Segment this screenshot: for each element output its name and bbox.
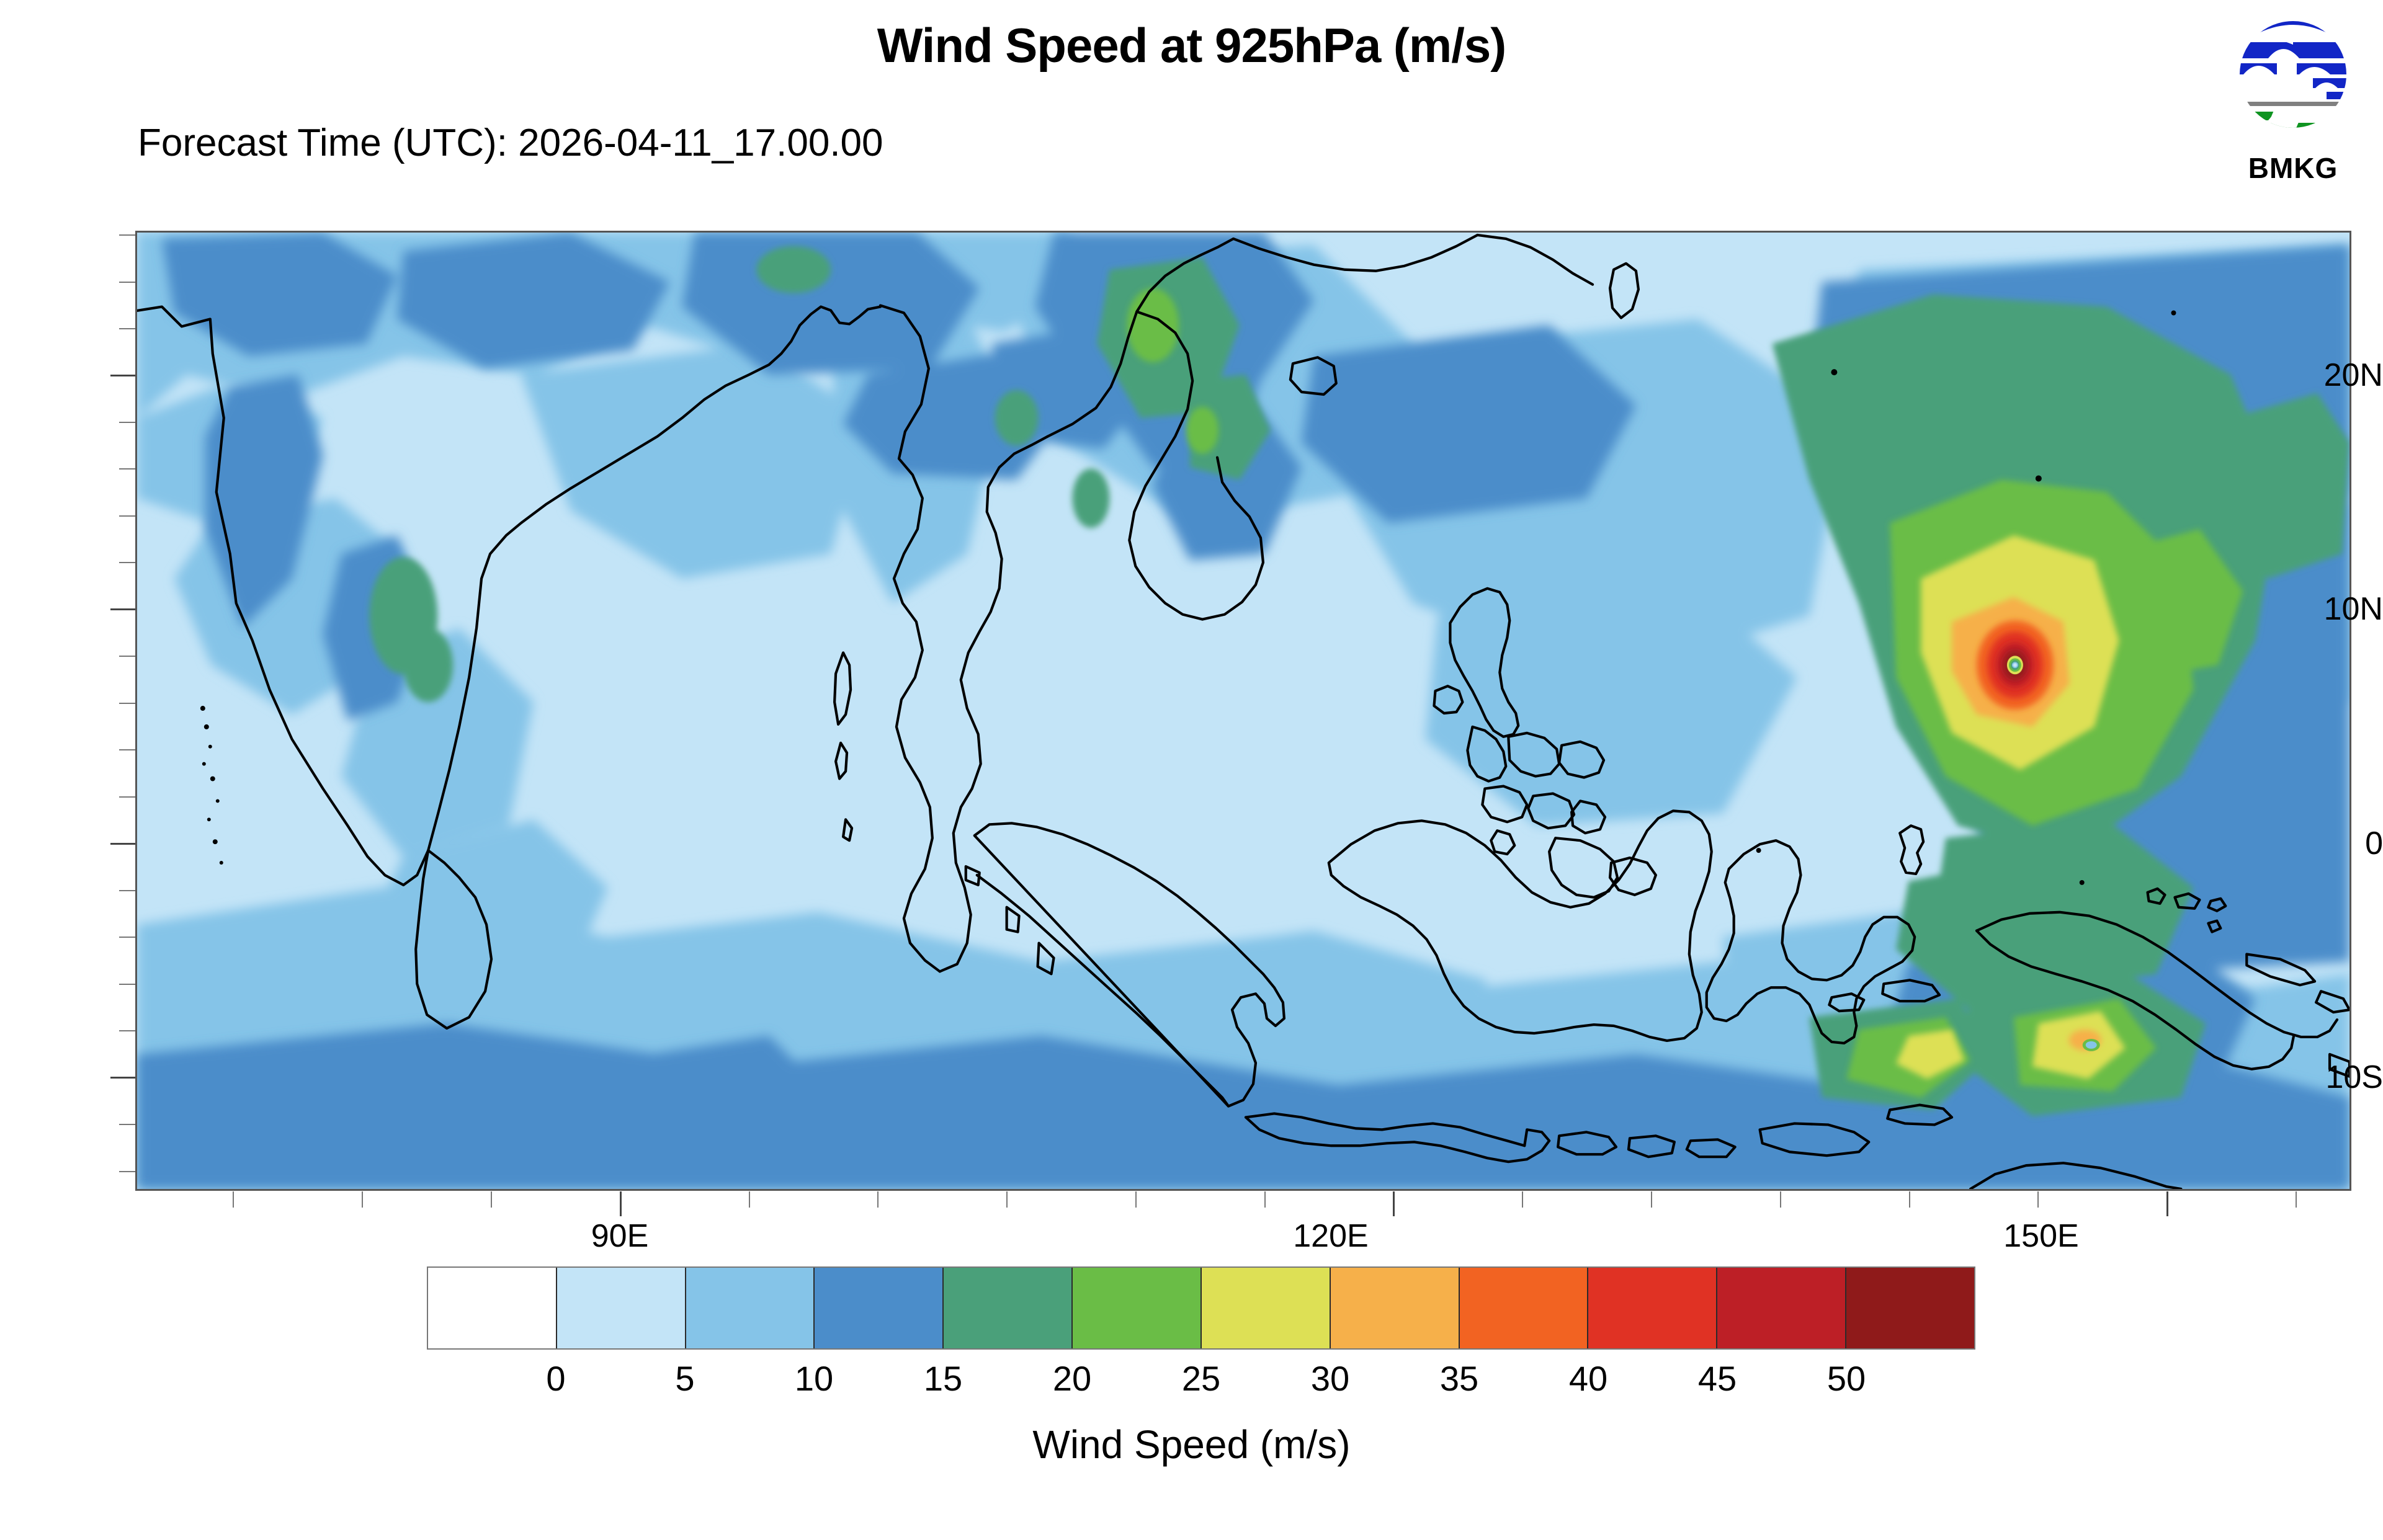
bmkg-logo-mark bbox=[2240, 21, 2346, 128]
xtick-minor bbox=[1006, 1191, 1008, 1208]
ytick-minor bbox=[119, 749, 135, 750]
ytick-mark-0 bbox=[110, 843, 135, 845]
coastlines bbox=[137, 233, 2349, 1189]
colorbar-tick-30: 30 bbox=[1310, 1359, 1350, 1398]
colorbar-tick-15: 15 bbox=[923, 1359, 963, 1398]
colorbar-tick-20: 20 bbox=[1052, 1359, 1092, 1398]
colorbar-tick-50: 50 bbox=[1826, 1359, 1866, 1398]
colorbar-tick-labels: 0 5 10 15 20 25 30 35 40 45 50 bbox=[427, 1358, 1975, 1402]
ytick-minor bbox=[119, 282, 135, 283]
colorbar-band-1 bbox=[557, 1268, 686, 1348]
wind-speed-map-panel bbox=[135, 231, 2351, 1191]
xtick-minor bbox=[2037, 1191, 2039, 1208]
ytick-minor bbox=[119, 937, 135, 938]
colorbar-band-11 bbox=[1846, 1268, 1974, 1348]
xtick-minor bbox=[491, 1191, 492, 1208]
colorbar-band-2 bbox=[686, 1268, 815, 1348]
xtick-minor bbox=[1264, 1191, 1266, 1208]
colorbar-tick-25: 25 bbox=[1181, 1359, 1221, 1398]
xtick-minor bbox=[1522, 1191, 1523, 1208]
colorbar-axis-label: Wind Speed (m/s) bbox=[1032, 1422, 1351, 1467]
xtick-mark-150E bbox=[2166, 1191, 2168, 1216]
colorbar-tick-40: 40 bbox=[1568, 1359, 1608, 1398]
colorbar-band-10 bbox=[1717, 1268, 1847, 1348]
ytick-minor bbox=[119, 1171, 135, 1172]
ytick-mark-10N bbox=[110, 608, 135, 610]
ytick-label-10S: 10S bbox=[2325, 1059, 2383, 1095]
xtick-mark-90E bbox=[620, 1191, 622, 1216]
ytick-minor bbox=[119, 656, 135, 657]
xtick-minor bbox=[1780, 1191, 1781, 1208]
colorbar-band-4 bbox=[944, 1268, 1073, 1348]
ytick-minor bbox=[119, 234, 135, 236]
bmkg-logo-text: BMKG bbox=[2248, 152, 2338, 184]
bmkg-logo: BMKG bbox=[2231, 5, 2355, 203]
cyclone-eye-secondary bbox=[2082, 1038, 2100, 1051]
page-title: Wind Speed at 925hPa (m/s) bbox=[877, 18, 1507, 73]
colorbar-band-5 bbox=[1073, 1268, 1202, 1348]
colorbar-tick-10: 10 bbox=[794, 1359, 834, 1398]
colorbar-band-7 bbox=[1330, 1268, 1460, 1348]
ytick-mark-20N bbox=[110, 375, 135, 376]
colorbar bbox=[427, 1266, 1975, 1350]
ytick-minor bbox=[119, 515, 135, 517]
xtick-minor bbox=[233, 1191, 234, 1208]
xtick-minor bbox=[1135, 1191, 1137, 1208]
cyclone-eye bbox=[2006, 656, 2023, 675]
ytick-minor bbox=[119, 468, 135, 470]
xtick-minor bbox=[1651, 1191, 1652, 1208]
xtick-minor bbox=[362, 1191, 363, 1208]
xtick-label-90E: 90E bbox=[591, 1218, 649, 1254]
ytick-label-10N: 10N bbox=[2323, 591, 2383, 627]
wind-speed-contour-field bbox=[137, 233, 2349, 1189]
ytick-label-20N: 20N bbox=[2323, 357, 2383, 393]
ytick-label-0: 0 bbox=[2365, 826, 2383, 861]
colorbar-band-6 bbox=[1201, 1268, 1331, 1348]
xtick-minor bbox=[1909, 1191, 1910, 1208]
xtick-label-120E: 120E bbox=[1293, 1218, 1369, 1254]
colorbar-tick-45: 45 bbox=[1697, 1359, 1737, 1398]
colorbar-band-3 bbox=[815, 1268, 944, 1348]
colorbar-band-9 bbox=[1588, 1268, 1718, 1348]
ytick-minor bbox=[119, 1124, 135, 1125]
ytick-mark-10S bbox=[110, 1077, 135, 1079]
ytick-minor bbox=[119, 703, 135, 704]
ytick-minor bbox=[119, 562, 135, 563]
xtick-label-150E: 150E bbox=[2003, 1218, 2079, 1254]
forecast-time-label: Forecast Time (UTC): 2026-04-11_17.00.00 bbox=[138, 122, 883, 164]
ytick-minor bbox=[119, 328, 135, 329]
ytick-minor bbox=[119, 796, 135, 798]
colorbar-tick-35: 35 bbox=[1439, 1359, 1479, 1398]
colorbar-tick-0: 0 bbox=[546, 1359, 566, 1398]
ytick-minor bbox=[119, 890, 135, 891]
ytick-minor bbox=[119, 422, 135, 423]
colorbar-band-0 bbox=[428, 1268, 557, 1348]
xtick-minor bbox=[877, 1191, 879, 1208]
colorbar-tick-5: 5 bbox=[675, 1359, 695, 1398]
ytick-minor bbox=[119, 984, 135, 985]
xtick-minor bbox=[749, 1191, 750, 1208]
ytick-minor bbox=[119, 1030, 135, 1031]
xtick-minor bbox=[2296, 1191, 2297, 1208]
xtick-mark-120E bbox=[1393, 1191, 1395, 1216]
colorbar-band-8 bbox=[1459, 1268, 1589, 1348]
